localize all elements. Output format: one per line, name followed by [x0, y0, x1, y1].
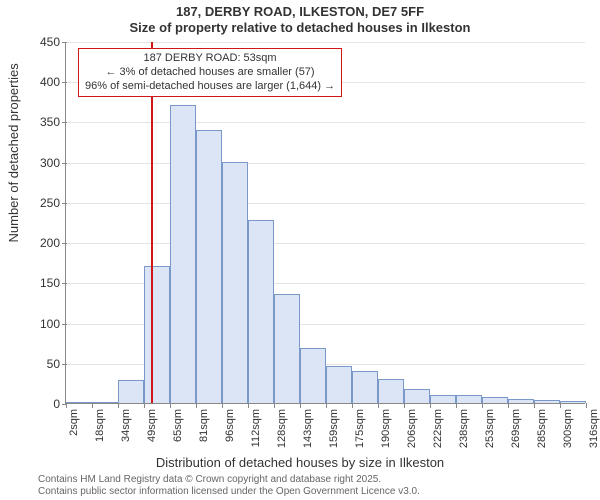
x-tick-mark	[352, 403, 353, 408]
x-tick-mark	[534, 403, 535, 408]
x-tick: 269sqm	[508, 409, 522, 448]
x-tick: 65sqm	[170, 409, 184, 442]
annotation-line2: ← 3% of detached houses are smaller (57)	[85, 66, 335, 80]
histogram-bar	[170, 105, 196, 403]
y-tick: 150	[40, 276, 66, 290]
histogram-bar	[534, 400, 560, 403]
histogram-bar	[222, 162, 248, 403]
footer-line1: Contains HM Land Registry data © Crown c…	[38, 474, 420, 486]
x-tick: 81sqm	[196, 409, 210, 442]
x-tick-mark	[300, 403, 301, 408]
annotation-line1: 187 DERBY ROAD: 53sqm	[85, 52, 335, 66]
x-tick-mark	[560, 403, 561, 408]
x-tick-mark	[378, 403, 379, 408]
footer-line2: Contains public sector information licen…	[38, 486, 420, 498]
gridline	[66, 243, 585, 244]
x-tick: 316sqm	[586, 409, 600, 448]
annotation-box: 187 DERBY ROAD: 53sqm ← 3% of detached h…	[78, 48, 342, 97]
x-tick: 18sqm	[92, 409, 106, 442]
y-axis-label: Number of detached properties	[6, 63, 21, 242]
annotation-line3: 96% of semi-detached houses are larger (…	[85, 80, 335, 94]
x-tick: 175sqm	[352, 409, 366, 448]
histogram-bar	[430, 395, 456, 403]
y-tick: 200	[40, 236, 66, 250]
x-tick-mark	[118, 403, 119, 408]
x-tick: 128sqm	[274, 409, 288, 448]
histogram-bar	[196, 130, 222, 404]
x-tick: 34sqm	[118, 409, 132, 442]
chart-container: 187, DERBY ROAD, ILKESTON, DE7 5FF Size …	[0, 0, 600, 500]
x-tick-mark	[222, 403, 223, 408]
histogram-bar	[66, 402, 92, 403]
x-tick-mark	[326, 403, 327, 408]
y-tick: 250	[40, 196, 66, 210]
x-tick: 190sqm	[378, 409, 392, 448]
x-tick: 49sqm	[144, 409, 158, 442]
x-tick: 222sqm	[430, 409, 444, 448]
x-tick-mark	[456, 403, 457, 408]
x-tick: 253sqm	[482, 409, 496, 448]
x-tick-mark	[430, 403, 431, 408]
histogram-bar	[92, 402, 118, 403]
histogram-bar	[508, 399, 534, 403]
x-tick: 238sqm	[456, 409, 470, 448]
x-tick-mark	[248, 403, 249, 408]
x-tick-mark	[274, 403, 275, 408]
y-tick: 350	[40, 115, 66, 129]
x-tick-mark	[482, 403, 483, 408]
histogram-bar	[560, 401, 586, 403]
y-tick: 0	[53, 397, 66, 411]
histogram-bar	[352, 371, 378, 403]
histogram-bar	[300, 348, 326, 403]
chart-title-line2: Size of property relative to detached ho…	[0, 20, 600, 35]
histogram-bar	[144, 266, 170, 403]
x-tick: 300sqm	[560, 409, 574, 448]
gridline	[66, 42, 585, 43]
y-tick: 450	[40, 35, 66, 49]
x-tick-mark	[92, 403, 93, 408]
x-tick-mark	[404, 403, 405, 408]
x-tick-mark	[66, 403, 67, 408]
histogram-bar	[118, 380, 144, 403]
histogram-bar	[248, 220, 274, 403]
x-tick: 143sqm	[300, 409, 314, 448]
x-tick: 112sqm	[248, 409, 262, 447]
x-tick-mark	[144, 403, 145, 408]
histogram-bar	[326, 366, 352, 403]
histogram-bar	[482, 397, 508, 403]
histogram-bar	[378, 379, 404, 403]
y-tick: 400	[40, 75, 66, 89]
x-tick-mark	[508, 403, 509, 408]
gridline	[66, 122, 585, 123]
gridline	[66, 163, 585, 164]
x-tick-mark	[196, 403, 197, 408]
x-tick-mark	[586, 403, 587, 408]
plot-area: 0501001502002503003504004502sqm18sqm34sq…	[65, 42, 585, 404]
y-tick: 300	[40, 156, 66, 170]
histogram-bar	[404, 389, 430, 403]
chart-title-line1: 187, DERBY ROAD, ILKESTON, DE7 5FF	[0, 4, 600, 20]
x-tick-mark	[170, 403, 171, 408]
x-axis-label: Distribution of detached houses by size …	[0, 455, 600, 470]
histogram-bar	[274, 294, 300, 403]
x-tick: 96sqm	[222, 409, 236, 442]
footer-text: Contains HM Land Registry data © Crown c…	[38, 474, 420, 498]
x-tick: 206sqm	[404, 409, 418, 448]
gridline	[66, 203, 585, 204]
y-tick: 100	[40, 317, 66, 331]
x-tick: 285sqm	[534, 409, 548, 448]
x-tick: 2sqm	[66, 409, 80, 436]
histogram-bar	[456, 395, 482, 403]
y-tick: 50	[47, 357, 66, 371]
x-tick: 159sqm	[326, 409, 340, 448]
